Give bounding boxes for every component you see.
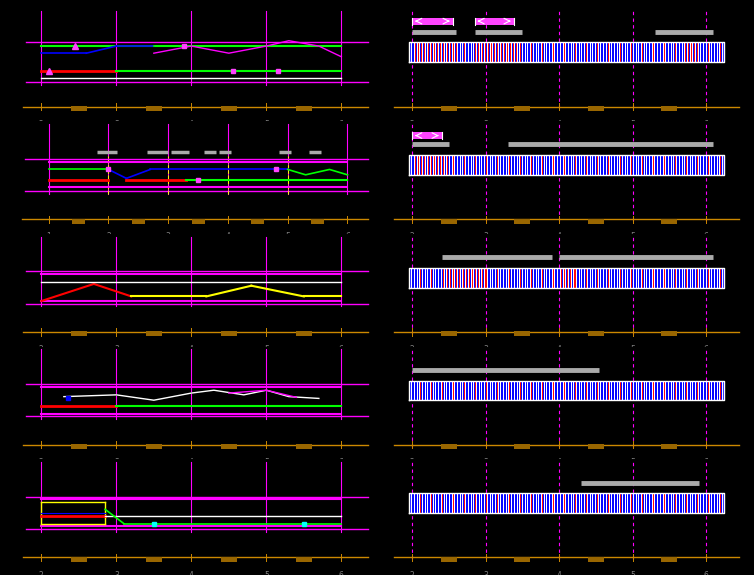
Bar [514,444,531,449]
Bar [412,18,452,25]
Bar [192,218,204,224]
Bar [71,106,87,111]
Bar [587,557,604,562]
Bar [296,331,312,336]
Bar [221,106,237,111]
Bar [251,218,265,224]
Bar [221,557,237,562]
Bar [514,331,531,336]
Bar [514,106,531,111]
Bar [441,106,457,111]
Bar [661,557,677,562]
Bar [71,444,87,449]
Bar [441,557,457,562]
Bar [514,218,531,224]
Bar [296,106,312,111]
Bar [409,493,725,513]
Bar [409,381,725,400]
Bar [441,444,457,449]
Bar [441,331,457,336]
Bar [587,106,604,111]
Bar [221,444,237,449]
Bar [661,218,677,224]
Bar [311,218,324,224]
Bar [296,557,312,562]
Bar [661,106,677,111]
Bar [441,218,457,224]
Bar [146,557,162,562]
Bar [409,268,725,288]
Bar [71,331,87,336]
Bar [409,155,725,175]
Bar [587,444,604,449]
Bar [146,444,162,449]
Bar [72,218,85,224]
Bar [71,557,87,562]
Bar [221,331,237,336]
Bar [132,218,145,224]
Bar [661,331,677,336]
Bar [587,331,604,336]
Bar [296,444,312,449]
Bar [409,43,725,62]
Bar [146,331,162,336]
Bar [587,218,604,224]
Bar [412,132,442,139]
Bar [146,106,162,111]
Bar [661,444,677,449]
Bar [475,18,513,25]
Bar [514,557,531,562]
